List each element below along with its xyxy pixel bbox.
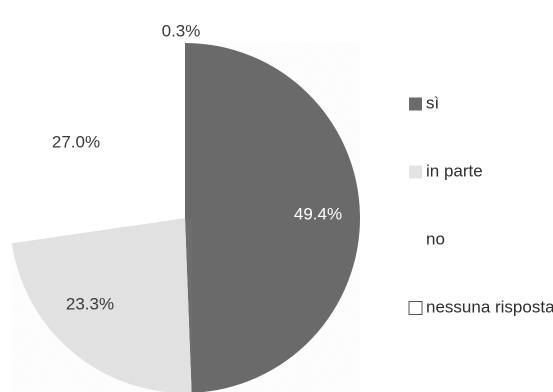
data-label-no: 27.0% — [52, 132, 100, 151]
data-label-sì: 49.4% — [294, 204, 342, 223]
legend-swatch-sì — [409, 97, 422, 111]
legend-label-no: no — [426, 229, 445, 248]
legend-swatch-in-parte — [409, 165, 422, 179]
pie-slice-no — [9, 43, 185, 244]
data-label-in-parte: 23.3% — [66, 294, 114, 313]
pie-slice-in-parte — [11, 218, 192, 392]
legend-swatch-nessuna-risposta — [408, 301, 423, 315]
legend: sì in parte no nessuna risposta — [408, 93, 553, 316]
legend-label-nessuna-risposta: nessuna risposta — [426, 297, 553, 316]
legend-label-in-parte: in parte — [426, 161, 483, 180]
pie-labels: 49.4% 23.3% 27.0% 0.3% — [52, 21, 342, 313]
pie-slices — [9, 43, 360, 392]
pie-slice-nessuna-risposta — [181, 43, 185, 218]
pie-slice-sì — [185, 43, 360, 392]
legend-label-sì: sì — [426, 93, 439, 112]
legend-swatch-no — [409, 233, 422, 247]
data-label-nessuna-risposta: 0.3% — [162, 21, 201, 40]
